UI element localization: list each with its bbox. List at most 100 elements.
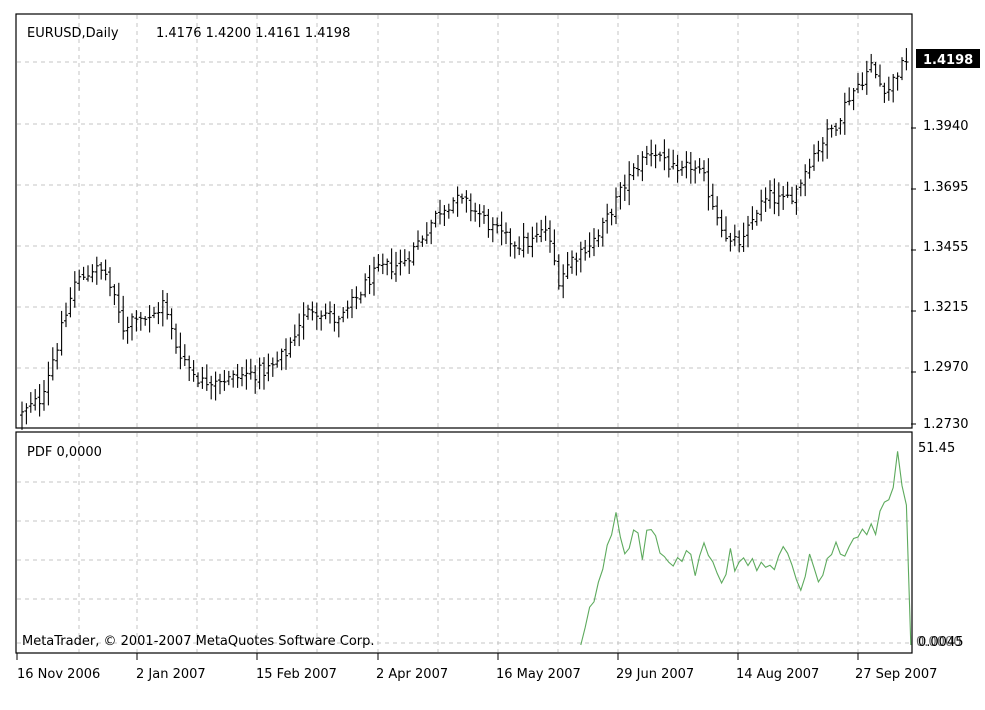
ohlc-bar bbox=[847, 87, 852, 106]
ohlc-bar bbox=[178, 332, 183, 370]
ohlc-bar bbox=[420, 235, 425, 247]
ohlc-bar bbox=[798, 179, 803, 197]
y-tick-label: 1.3215 bbox=[923, 300, 969, 315]
price-panel-border bbox=[15, 13, 913, 429]
ohlc-bar bbox=[706, 158, 711, 211]
ohlc-bar bbox=[517, 236, 522, 256]
ohlc-bar bbox=[693, 160, 698, 184]
ohlc-bar bbox=[750, 206, 755, 230]
ohlc-bar bbox=[464, 190, 469, 213]
ohlc-bar bbox=[191, 360, 196, 382]
ohlc-bar bbox=[455, 186, 460, 217]
ohlc-bar bbox=[477, 204, 482, 228]
ohlc-bar bbox=[209, 375, 214, 400]
ohlc-bar bbox=[389, 248, 394, 280]
ohlc-bar bbox=[310, 301, 315, 321]
ohlc-bar bbox=[138, 311, 143, 331]
ohlc-bar bbox=[275, 351, 280, 368]
ohlc-bar bbox=[372, 256, 376, 296]
ohlc-bar bbox=[499, 211, 504, 246]
ohlc-bar bbox=[336, 315, 341, 338]
indicator-zero-label: 0.0000 bbox=[916, 635, 962, 650]
ohlc-bar bbox=[165, 292, 170, 320]
indicator-max-label: 51.45 bbox=[918, 441, 955, 456]
ohlc-bar bbox=[72, 271, 77, 308]
ohlc-bar bbox=[556, 254, 561, 290]
current-price-label: 1.4198 bbox=[923, 53, 973, 68]
indicator-grid bbox=[17, 433, 911, 652]
ohlc-bar bbox=[600, 217, 605, 247]
ohlc-bar bbox=[587, 232, 592, 258]
ohlc-bar bbox=[218, 373, 222, 395]
ohlc-bar bbox=[319, 310, 324, 331]
ohlc-bar bbox=[895, 72, 900, 91]
ohlc-bar bbox=[433, 210, 438, 228]
ohlc-bar bbox=[596, 229, 601, 248]
ohlc-bar bbox=[759, 189, 764, 222]
price-grid bbox=[17, 15, 911, 427]
ohlc-bar bbox=[618, 182, 623, 210]
ohlc-bar bbox=[169, 308, 174, 340]
ohlc-bar bbox=[640, 151, 645, 182]
ohlc-bar bbox=[394, 251, 398, 282]
ohlc-bar bbox=[68, 287, 73, 318]
ohlc-bar bbox=[842, 92, 847, 135]
y-tick-label: 1.2730 bbox=[923, 417, 969, 432]
x-tick-label: 16 May 2007 bbox=[496, 667, 581, 682]
ohlc-bar bbox=[363, 273, 368, 298]
ohlc-bar bbox=[605, 203, 610, 234]
ohlc-bar bbox=[521, 222, 526, 258]
ohlc-bar bbox=[715, 196, 720, 226]
ohlc-bar bbox=[534, 222, 539, 243]
ohlc-bar bbox=[81, 266, 86, 281]
ohlc-bar bbox=[50, 347, 55, 381]
ohlc-bar bbox=[649, 139, 654, 167]
ohlc-bar bbox=[416, 230, 420, 250]
ohlc-bar bbox=[662, 139, 667, 171]
ohlc-bar bbox=[398, 249, 403, 276]
ohlc-bar bbox=[196, 372, 200, 388]
ohlc-bar bbox=[583, 239, 588, 261]
ohlc-bar bbox=[442, 205, 447, 227]
ohlc-bar bbox=[785, 181, 790, 198]
ohlc-bar bbox=[248, 358, 253, 380]
ohlc-bar bbox=[825, 119, 830, 159]
ohlc-bar bbox=[812, 144, 816, 171]
ohlc-bar bbox=[292, 324, 297, 347]
ohlc-bar bbox=[429, 219, 434, 245]
ohlc-bar bbox=[737, 230, 742, 253]
ohlc-bar bbox=[99, 262, 104, 280]
ohlc-bar bbox=[495, 217, 500, 234]
ohlc-bar bbox=[666, 148, 671, 178]
ohlc-bar bbox=[314, 302, 319, 330]
ohlc-bar bbox=[548, 220, 552, 253]
ohlc-bar bbox=[803, 164, 808, 197]
ohlc-bar bbox=[301, 302, 306, 340]
ohlc-bar bbox=[235, 363, 240, 388]
indicator-min-label: 0.0045 bbox=[918, 635, 964, 650]
ohlc-bar bbox=[829, 124, 834, 138]
ohlc-bar bbox=[530, 226, 535, 258]
ohlc-bar bbox=[438, 199, 442, 225]
ohlc-bar bbox=[284, 338, 288, 370]
ohlc-bar bbox=[512, 241, 517, 259]
ohlc-bar bbox=[28, 392, 33, 413]
ohlc-bar bbox=[147, 305, 152, 333]
ohlc-bar bbox=[772, 178, 777, 215]
ohlc-bar bbox=[46, 361, 51, 406]
x-tick-label: 16 Nov 2006 bbox=[17, 667, 100, 682]
ohlc-bar bbox=[741, 222, 746, 252]
ohlc-bar bbox=[376, 254, 381, 272]
x-tick-label: 14 Aug 2007 bbox=[736, 667, 819, 682]
indicator-panel-border bbox=[15, 431, 913, 654]
ohlc-bar bbox=[240, 366, 244, 387]
ohlc-bar bbox=[55, 343, 60, 370]
ohlc-bar bbox=[834, 122, 838, 136]
ohlc-bar bbox=[473, 202, 478, 222]
ohlc-bar bbox=[446, 203, 451, 219]
ohlc-bar bbox=[116, 282, 121, 323]
ohlc-bar bbox=[794, 185, 799, 215]
ohlc-bar bbox=[468, 193, 473, 222]
ohlc-bar bbox=[565, 252, 570, 279]
